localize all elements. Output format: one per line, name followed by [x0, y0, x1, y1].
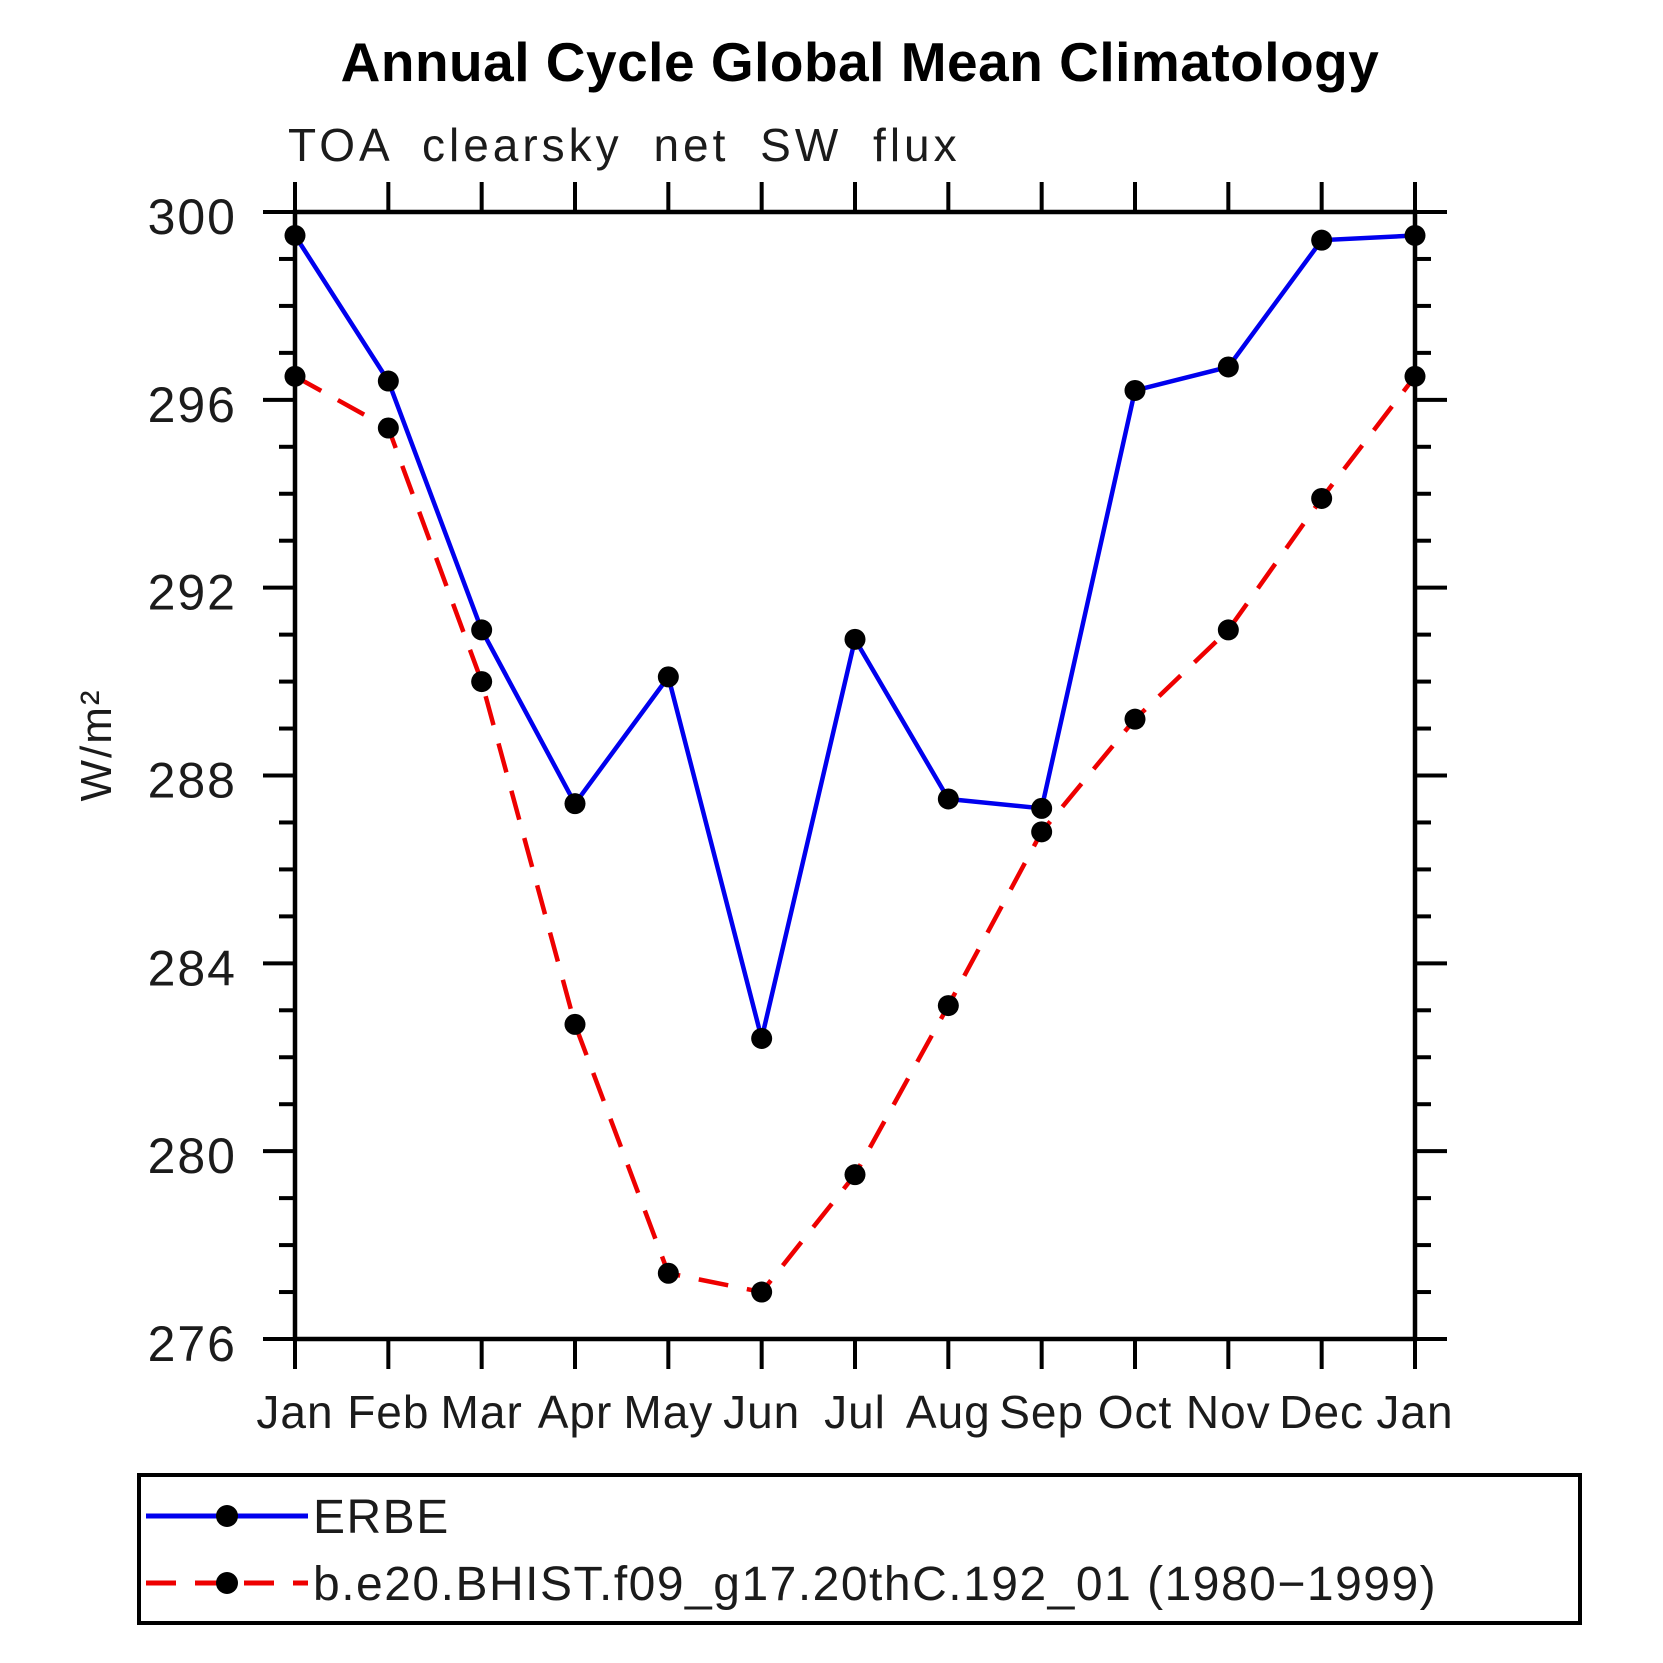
series-marker-0: [377, 370, 399, 392]
y-tick-label: 280: [148, 1128, 237, 1184]
x-tick-label: Feb: [347, 1386, 429, 1438]
y-tick-label: 292: [148, 565, 237, 621]
series-marker-1: [471, 671, 493, 693]
series-marker-0: [564, 793, 586, 815]
series-marker-1: [751, 1281, 773, 1303]
series-marker-0: [1404, 224, 1426, 246]
chart-subtitle: TOA clearsky net SW flux: [288, 119, 961, 171]
series-marker-0: [284, 224, 306, 246]
series-marker-1: [377, 417, 399, 439]
series-marker-0: [844, 628, 866, 650]
series-marker-1: [284, 365, 306, 387]
series-marker-1: [564, 1013, 586, 1035]
legend: ERBE b.e20.BHIST.f09_g17.20thC.192_01 (1…: [137, 1473, 1582, 1625]
data-series: [284, 224, 1426, 1303]
x-tick-label: Jul: [824, 1386, 886, 1438]
legend-label-erbe: ERBE: [313, 1491, 450, 1544]
x-tick-label: Dec: [1279, 1386, 1364, 1438]
x-tick-label: Jan: [1376, 1386, 1453, 1438]
x-tick-label: Sep: [999, 1386, 1084, 1438]
legend-label-model: b.e20.BHIST.f09_g17.20thC.192_01 (1980−1…: [313, 1558, 1437, 1611]
x-tick-label: Mar: [441, 1386, 523, 1438]
series-marker-0: [751, 1027, 773, 1049]
series-marker-0: [1217, 356, 1239, 378]
series-marker-1: [1124, 708, 1146, 730]
series-marker-1: [657, 1262, 679, 1284]
axes: Jan Feb Mar Apr May Jun Jul Aug Sep Oct Nov Dec Jan2…: [148, 182, 1453, 1438]
chart-title: Annual Cycle Global Mean Climatology: [340, 31, 1380, 93]
series-marker-1: [1031, 821, 1053, 843]
series-marker-0: [1311, 229, 1333, 251]
legend-marker-model: [216, 1572, 238, 1594]
y-tick-label: 296: [148, 377, 237, 433]
series-line-1: [293, 374, 1417, 1295]
series-marker-1: [937, 995, 959, 1017]
legend-marker-erbe: [216, 1505, 238, 1527]
series-marker-0: [1031, 797, 1053, 819]
x-tick-label: Oct: [1098, 1386, 1173, 1438]
series-marker-1: [1217, 619, 1239, 641]
x-tick-label: Nov: [1186, 1386, 1271, 1438]
x-tick-label: Aug: [906, 1386, 991, 1438]
x-tick-label: Jan: [256, 1386, 333, 1438]
series-marker-1: [1404, 365, 1426, 387]
series-marker-0: [657, 666, 679, 688]
series-marker-1: [1311, 487, 1333, 509]
series-marker-0: [471, 619, 493, 641]
series-marker-0: [937, 788, 959, 810]
y-tick-label: 284: [148, 940, 237, 996]
legend-box: [137, 1473, 1582, 1625]
y-tick-label: 300: [148, 189, 237, 245]
series-marker-0: [1124, 379, 1146, 401]
x-tick-label: Jun: [723, 1386, 800, 1438]
y-tick-label: 288: [148, 753, 237, 809]
y-tick-label: 276: [148, 1316, 237, 1372]
x-tick-label: May: [623, 1386, 713, 1438]
series-marker-1: [844, 1164, 866, 1186]
x-tick-label: Apr: [538, 1386, 613, 1438]
